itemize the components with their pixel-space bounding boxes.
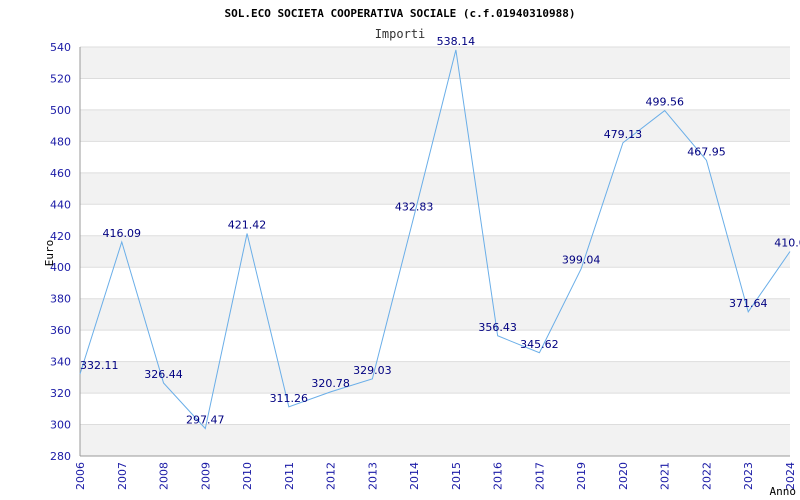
data-label: 326.44	[144, 368, 183, 381]
data-label: 467.95	[687, 145, 726, 158]
x-tick-label: 2010	[241, 462, 254, 490]
data-label: 371.64	[729, 297, 768, 310]
y-tick-label: 420	[50, 230, 71, 243]
y-tick-label: 480	[50, 135, 71, 148]
x-tick-label: 2013	[366, 462, 379, 490]
grid-band	[80, 47, 790, 79]
data-label: 329.03	[353, 364, 392, 377]
x-tick-label: 2021	[659, 462, 672, 490]
y-tick-label: 460	[50, 167, 71, 180]
x-tick-label: 2015	[450, 462, 463, 490]
data-label: 399.04	[562, 254, 601, 267]
background-bands	[80, 47, 790, 456]
grid-band	[80, 172, 790, 205]
data-label: 356.43	[478, 321, 517, 334]
grid-band	[80, 298, 790, 331]
x-tick-label: 2012	[325, 462, 338, 490]
x-tick-label: 2024	[784, 462, 797, 490]
x-tick-label: 2020	[617, 462, 630, 490]
y-tick-label: 500	[50, 104, 71, 117]
x-tick-label: 2009	[199, 462, 212, 490]
y-tick-label: 440	[50, 198, 71, 211]
data-label: 432.83	[395, 201, 434, 214]
x-tick-label: 2014	[408, 462, 421, 490]
grid-band	[80, 109, 790, 142]
x-tick-label: 2007	[116, 462, 129, 490]
y-tick-label: 280	[50, 450, 71, 463]
x-axis-ticks: 2006 2007 2008 2009 2010 2011 2012 2013 2014 2015…	[74, 462, 797, 490]
x-tick-label: 2017	[533, 462, 546, 490]
x-tick-label: 2006	[74, 462, 87, 490]
y-axis-label: Euro	[43, 240, 56, 267]
x-tick-label: 2011	[283, 462, 296, 490]
data-label: 538.14	[437, 35, 476, 48]
series-line	[79, 49, 791, 430]
chart-title: SOL.ECO SOCIETA COOPERATIVA SOCIALE (c.f…	[225, 7, 576, 20]
x-tick-label: 2019	[575, 462, 588, 490]
data-label: 410.0	[774, 237, 800, 250]
data-labels: 332.11 416.09 326.44 297.47 421.42 311.26320.…	[80, 35, 800, 427]
y-tick-label: 340	[50, 356, 71, 369]
data-label: 311.26	[270, 392, 309, 405]
grid-band	[80, 424, 790, 456]
grid-band	[80, 361, 790, 394]
grid-band	[80, 235, 790, 268]
y-tick-label: 320	[50, 387, 71, 400]
x-tick-label: 2023	[742, 462, 755, 490]
y-tick-label: 300	[50, 419, 71, 432]
x-tick-label: 2008	[158, 462, 171, 490]
data-label: 320.78	[311, 377, 350, 390]
x-tick-label: 2016	[492, 462, 505, 490]
y-tick-label: 520	[50, 72, 71, 85]
data-label: 297.47	[186, 414, 225, 427]
y-tick-label: 360	[50, 324, 71, 337]
chart-subtitle: Importi	[375, 27, 426, 41]
x-axis-label: Anno	[770, 485, 797, 498]
y-tick-label: 540	[50, 41, 71, 54]
data-label: 332.11	[80, 359, 119, 372]
y-tick-label: 400	[50, 261, 71, 274]
y-tick-label: 380	[50, 293, 71, 306]
data-label: 345.62	[520, 338, 559, 351]
series-layer	[79, 49, 791, 430]
data-label: 479.13	[604, 128, 643, 141]
axes	[79, 47, 790, 457]
y-axis-ticks: 280 300 320 340 360 380 400 420 440 460 480 500 520 5…	[50, 41, 71, 463]
data-label: 499.56	[645, 96, 684, 109]
data-label: 416.09	[103, 227, 142, 240]
data-label: 421.42	[228, 219, 267, 232]
x-tick-label: 2022	[700, 462, 713, 490]
